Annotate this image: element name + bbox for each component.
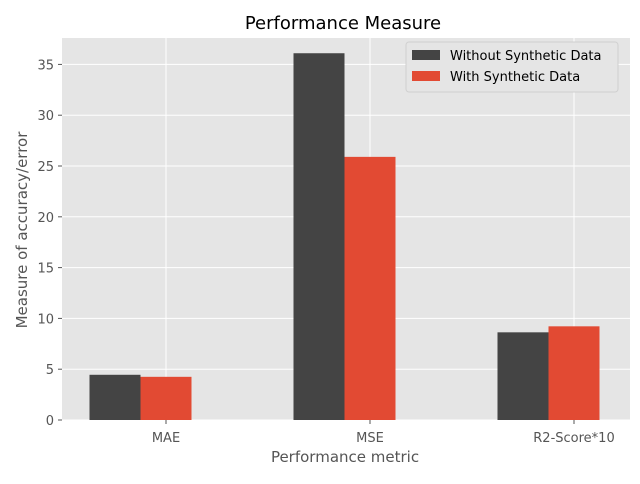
y-tick-label: 5 <box>46 363 54 378</box>
x-axis-label: Performance metric <box>271 448 419 466</box>
legend-label: With Synthetic Data <box>450 70 580 85</box>
y-tick-label: 30 <box>37 109 54 124</box>
legend-swatch <box>412 71 440 81</box>
x-tick-label: MAE <box>152 431 180 446</box>
bar-without-synthetic-mse <box>293 53 345 421</box>
legend-box <box>405 41 619 93</box>
bar-with-synthetic-mse <box>344 156 396 421</box>
y-tick-label: 25 <box>37 160 54 175</box>
legend-swatch <box>412 50 440 60</box>
y-tick-label: 35 <box>37 58 54 73</box>
bar-without-synthetic-r2score10 <box>497 332 549 420</box>
chart-title: Performance Measure <box>245 13 441 34</box>
y-tick-label: 0 <box>46 414 54 429</box>
bar-with-synthetic-mae <box>140 376 192 420</box>
legend-label: Without Synthetic Data <box>450 49 602 64</box>
y-tick-label: 20 <box>37 211 54 226</box>
x-tick-label: R2-Score*10 <box>533 431 614 446</box>
y-tick-label: 10 <box>37 312 54 327</box>
legend: Without Synthetic Data With Synthetic Dat… <box>405 41 619 93</box>
bar-with-synthetic-r2score10 <box>548 326 600 420</box>
y-tick-label: 15 <box>37 262 54 277</box>
x-tick-label: MSE <box>356 431 384 446</box>
y-axis-label: Measure of accuracy/error <box>13 131 31 329</box>
bar-without-synthetic-mae <box>89 374 141 420</box>
